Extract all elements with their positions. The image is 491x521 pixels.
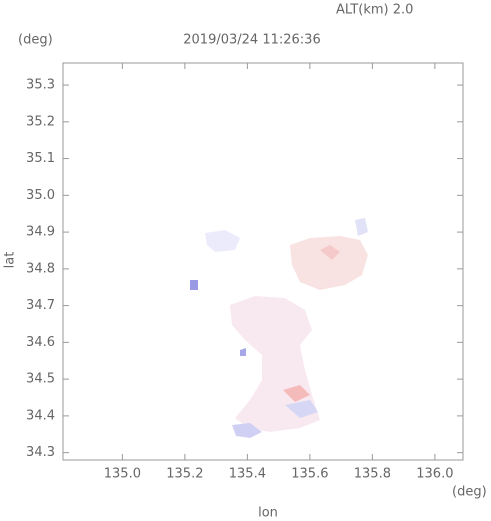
x-tick-label: 135.2	[166, 467, 203, 482]
y-tick-label: 35.3	[26, 78, 55, 93]
x-tick-label: 136.0	[416, 467, 453, 482]
y-tick-label: 35.1	[26, 151, 55, 166]
x-axis-label: lon	[258, 506, 278, 521]
y-tick-label: 34.8	[26, 261, 55, 276]
y-tick-label: 34.5	[26, 372, 55, 387]
plot-frame	[62, 62, 464, 461]
x-unit: (deg)	[452, 485, 487, 500]
y-tick-label: 35.0	[26, 188, 55, 203]
x-tick-label: 135.6	[291, 467, 328, 482]
y-tick-label: 34.4	[26, 408, 55, 423]
altitude-label: ALT(km) 2.0	[336, 3, 413, 18]
y-axis-label: lat	[3, 252, 18, 269]
y-tick-label: 34.9	[26, 225, 55, 240]
x-tick-label: 135.4	[229, 467, 266, 482]
radar-echo	[190, 218, 368, 438]
y-tick-label: 34.7	[26, 298, 55, 313]
y-tick-label: 35.2	[26, 114, 55, 129]
y-tick-label: 34.3	[26, 445, 55, 460]
x-tick-label: 135.8	[354, 467, 391, 482]
x-tick-label: 135.0	[104, 467, 141, 482]
y-tick-label: 34.6	[26, 335, 55, 350]
y-unit: (deg)	[18, 33, 53, 48]
chart-title: 2019/03/24 11:26:36	[183, 33, 320, 48]
